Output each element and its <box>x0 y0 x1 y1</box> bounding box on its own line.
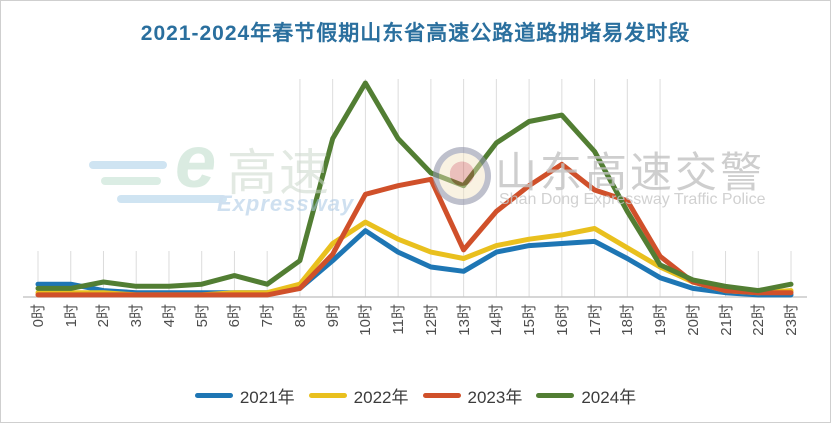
legend-swatch-icon <box>308 393 347 398</box>
x-tick-label: 21时 <box>717 304 735 336</box>
legend-item-2023年: 2023年 <box>422 383 523 408</box>
x-tick-label: 20时 <box>684 304 702 336</box>
legend-label: 2022年 <box>353 388 409 407</box>
legend-swatch-icon <box>422 393 461 398</box>
legend-swatch-icon <box>194 393 233 398</box>
x-tick-label: 22时 <box>750 304 768 336</box>
x-tick-label: 19时 <box>652 304 670 336</box>
x-tick-label: 18时 <box>619 304 637 336</box>
legend-item-2024年: 2024年 <box>536 383 636 408</box>
chart-title: 2021-2024年春节假期山东省高速公路道路拥堵易发时段 <box>140 22 691 45</box>
legend-item-2021年: 2021年 <box>194 383 295 408</box>
series-line-2023年 <box>35 161 794 298</box>
x-tick-label: 14时 <box>488 304 506 336</box>
x-tick-label: 2时 <box>95 304 113 328</box>
x-tick-label: 7时 <box>259 304 277 328</box>
x-tick-label: 8时 <box>291 304 309 328</box>
x-tick-label: 3时 <box>128 304 146 328</box>
x-tick-label: 12时 <box>422 304 440 336</box>
legend-item-2022年: 2022年 <box>308 383 409 408</box>
x-tick-label: 16时 <box>553 304 571 336</box>
x-tick-label: 10时 <box>357 304 375 336</box>
x-tick-label: 6时 <box>226 304 244 328</box>
x-tick-label: 17时 <box>586 304 604 336</box>
legend-swatch-icon <box>536 393 575 398</box>
x-tick-label: 1时 <box>62 304 80 328</box>
x-tick-label: 23时 <box>783 304 801 336</box>
x-tick-label: 9时 <box>324 304 342 328</box>
legend-label: 2021年 <box>239 388 295 407</box>
x-tick-label: 11时 <box>390 304 408 335</box>
x-tick-label: 4时 <box>160 304 178 328</box>
chart-legend: 2021年 2022年 2023年 2024年 <box>1 383 830 408</box>
x-tick-label: 13时 <box>455 304 473 336</box>
legend-label: 2024年 <box>581 388 637 407</box>
legend-label: 2023年 <box>467 388 523 407</box>
x-tick-label: 5时 <box>193 304 211 328</box>
x-tick-label: 15时 <box>521 304 539 336</box>
x-tick-label: 0时 <box>30 304 47 328</box>
series-line-2024年 <box>35 80 794 294</box>
